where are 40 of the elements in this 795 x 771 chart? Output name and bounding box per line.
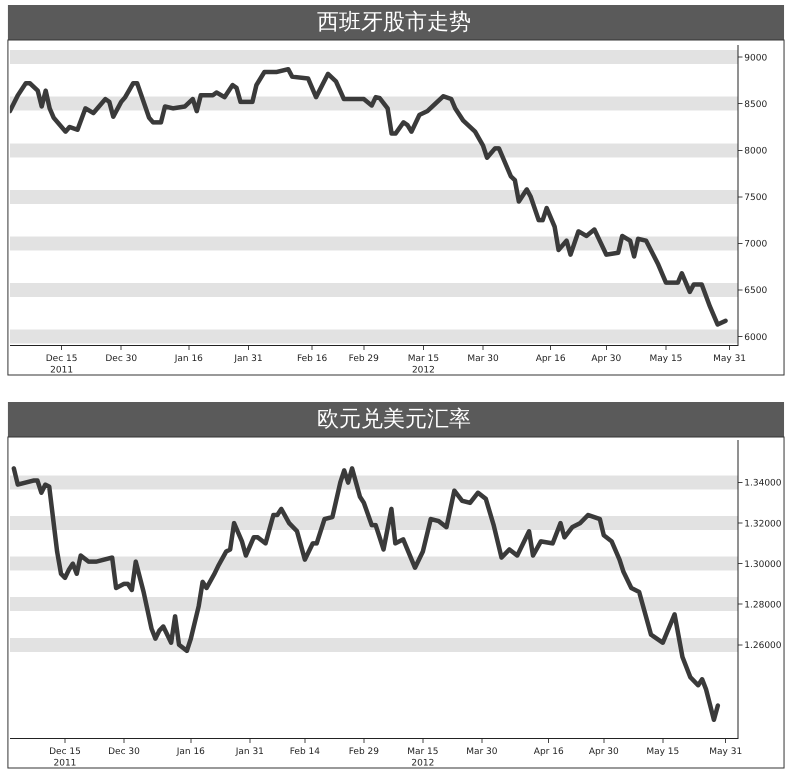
x-tick-label: May 31 <box>713 354 746 364</box>
x-tick-label: Mar 15 2012 <box>408 354 440 376</box>
x-tick-label: Jan 16 <box>174 354 204 364</box>
x-tick-label: Apr 30 <box>591 354 622 364</box>
x-tick-label: Dec 30 <box>105 354 138 364</box>
y-tick-label: 1.28000 <box>744 600 782 610</box>
y-tick-label: 1.32000 <box>744 519 782 530</box>
y-tick-label: 1.26000 <box>744 640 782 651</box>
y-tick-label: 6500 <box>744 286 768 296</box>
x-tick-label: May 31 <box>709 746 742 757</box>
x-tick-label: Feb 14 <box>290 746 320 757</box>
x-tick-label: May 15 <box>649 354 682 364</box>
y-tick-label: 9000 <box>744 53 768 64</box>
x-tick-label: Mar 30 <box>467 354 499 364</box>
line-series <box>10 66 728 327</box>
chart-title: 西班牙股市走势 <box>317 10 471 35</box>
x-tick-label: May 15 <box>646 746 680 757</box>
x-tick-label: Mar 15 2012 <box>407 746 439 768</box>
x-tick-label: Feb 16 <box>296 354 328 364</box>
y-tick-label: 6000 <box>744 332 768 343</box>
x-tick-label: Feb 29 <box>348 354 380 364</box>
x-tick-label: Dec 15 2011 <box>49 746 81 768</box>
x-tick-label: Dec 30 <box>108 746 140 757</box>
x-tick-label: Dec 15 2011 <box>46 354 78 376</box>
y-tick-label: 1.30000 <box>744 560 782 570</box>
y-tick-label: 7500 <box>744 193 768 204</box>
x-tick-label: Jan 31 <box>234 746 264 757</box>
x-tick-label: Jan 31 <box>233 354 263 364</box>
y-tick-label: 8500 <box>744 100 768 110</box>
x-tick-label: Feb 29 <box>348 746 380 757</box>
x-tick-label: Jan 16 <box>176 746 206 757</box>
x-tick-label: Apr 30 <box>588 746 619 757</box>
line-series <box>12 466 720 722</box>
y-tick-label: 7000 <box>744 240 768 250</box>
chart-title: 欧元兑美元汇率 <box>317 407 471 432</box>
x-tick-label: Apr 16 <box>536 354 566 364</box>
x-tick-label: Apr 16 <box>534 746 564 757</box>
x-tick-label: Mar 30 <box>466 746 498 757</box>
y-tick-label: 8000 <box>744 146 768 156</box>
y-tick-label: 1.34000 <box>744 478 782 489</box>
